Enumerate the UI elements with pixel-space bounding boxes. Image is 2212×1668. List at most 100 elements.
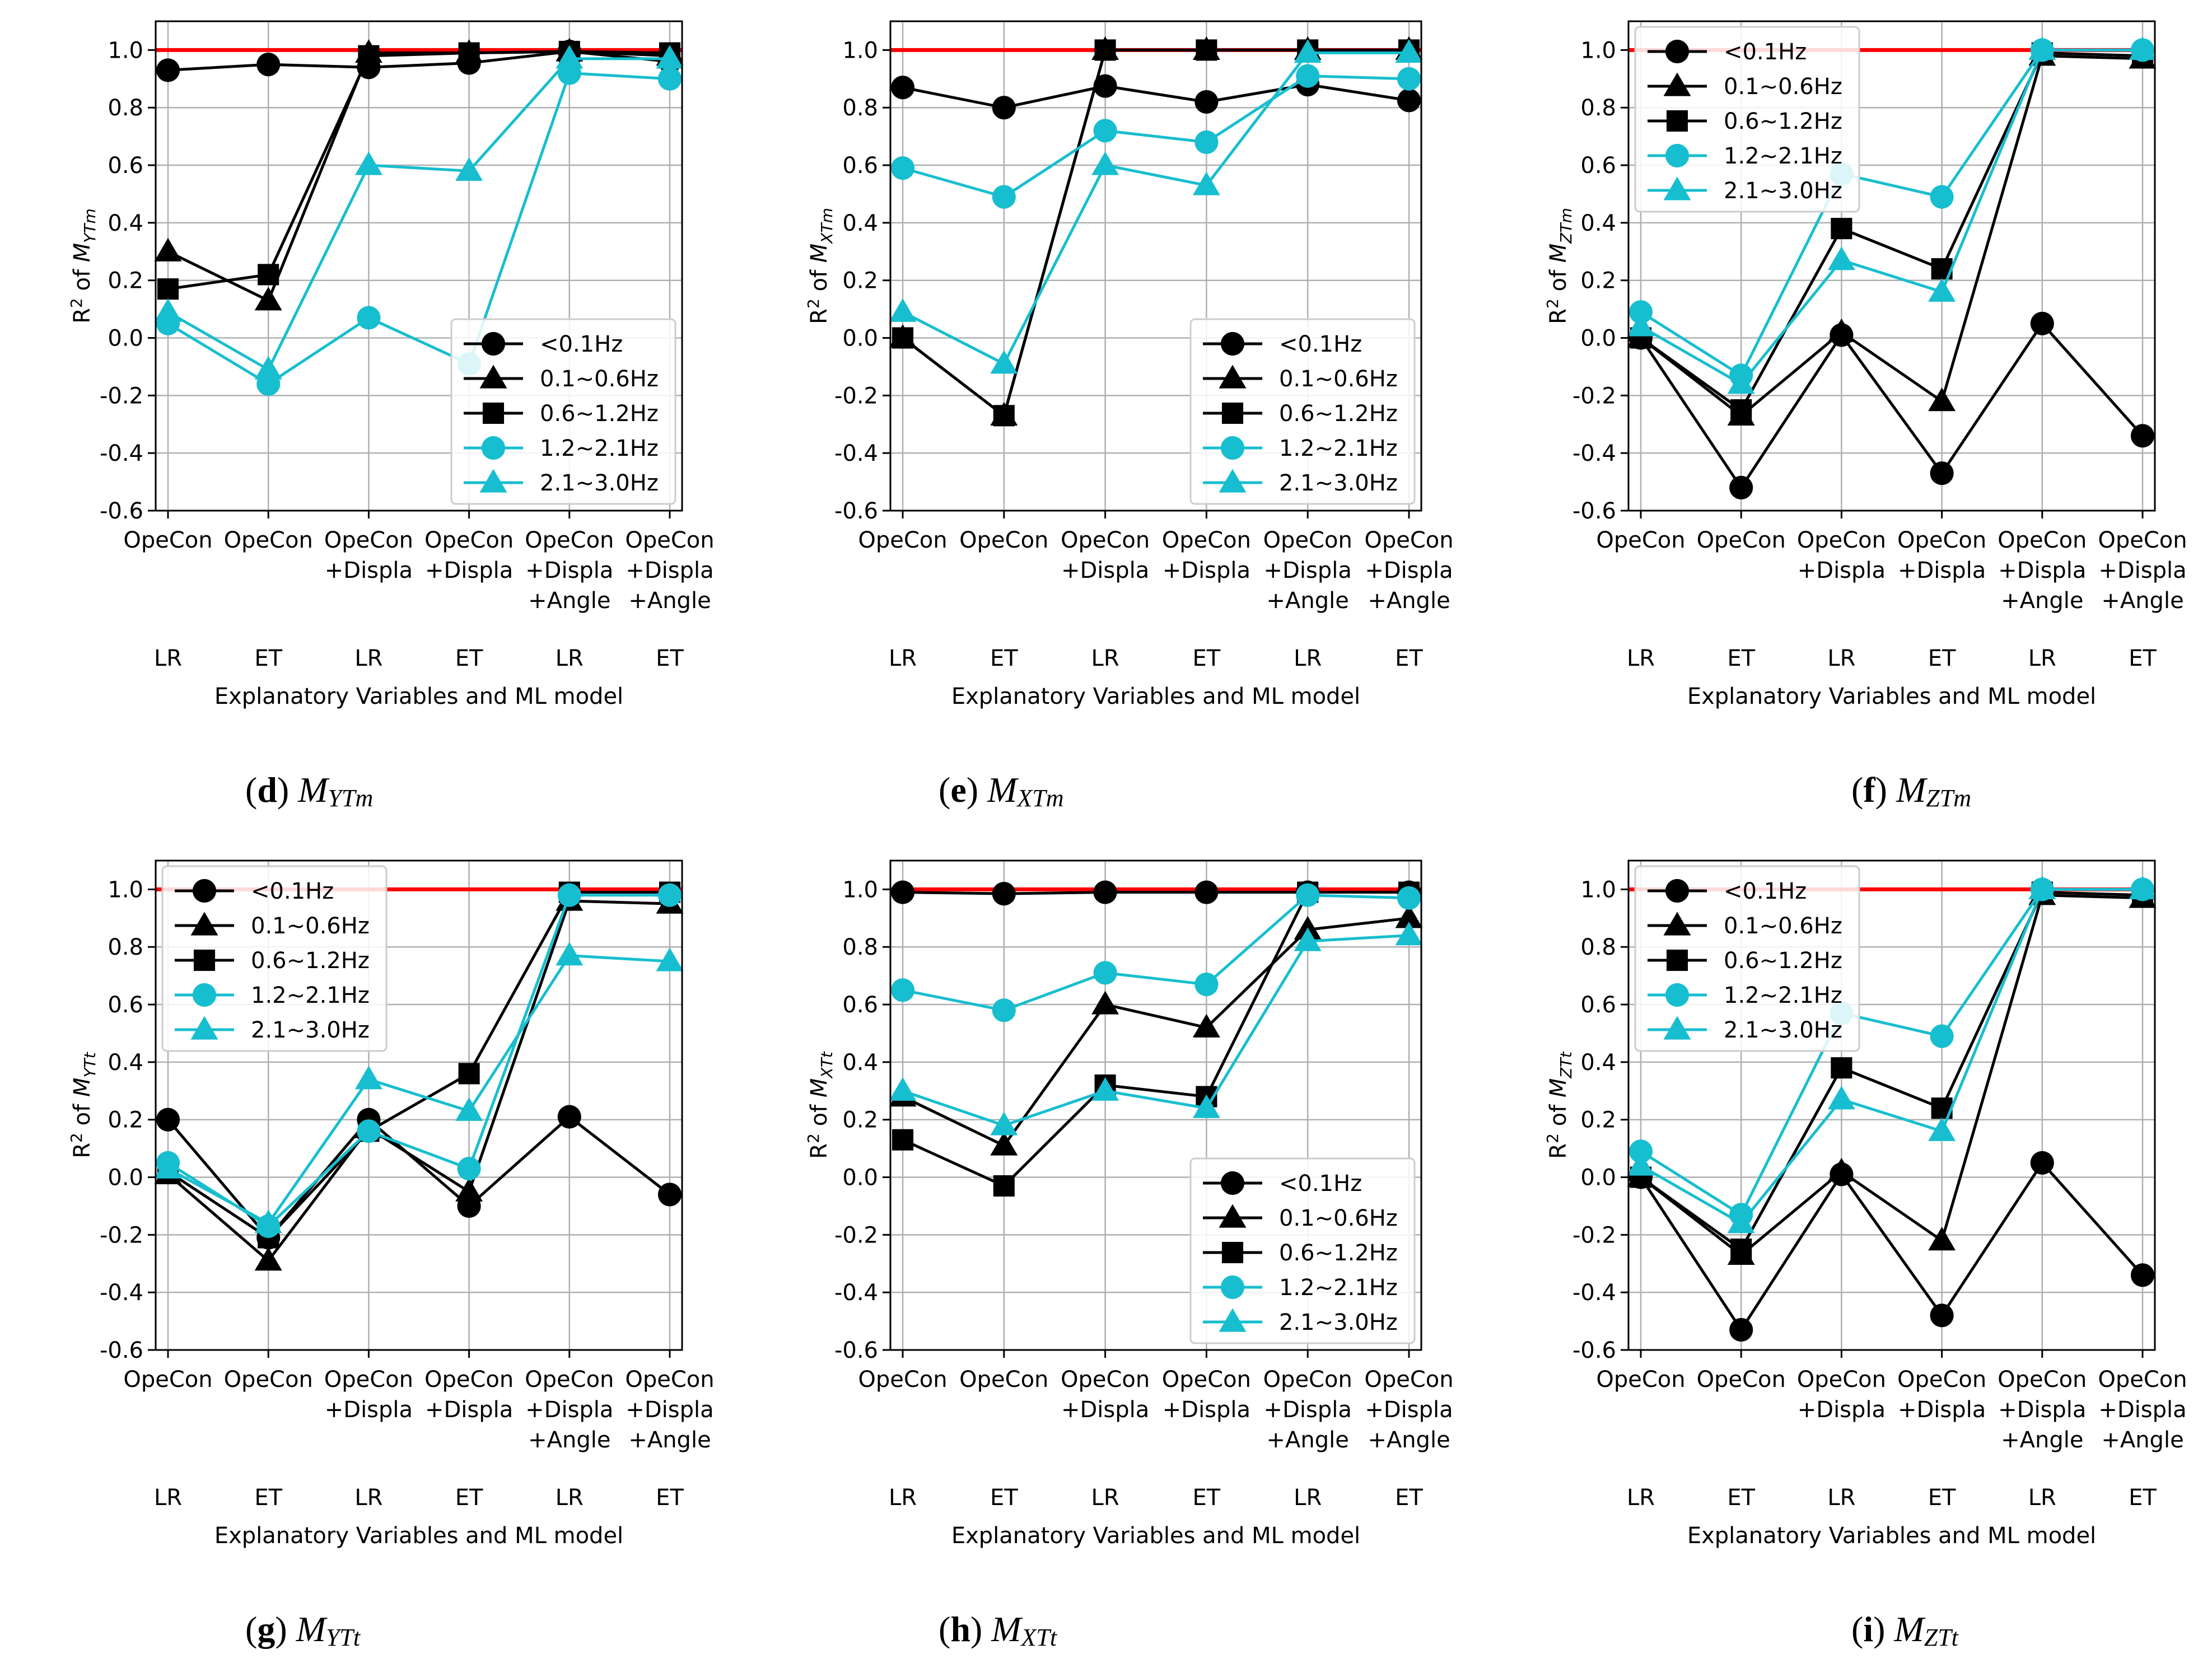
x-tick-label: +Angle <box>628 588 711 614</box>
legend: <0.1Hz 0.1~0.6Hz 0.6~1.2Hz 1.2~2.1Hz 2.1~3.0… <box>161 865 388 1052</box>
series-4 <box>889 39 1423 374</box>
series-line <box>902 891 1409 1188</box>
x-model-label: LR <box>556 1485 584 1511</box>
y-tick-label: 0.8 <box>1580 95 1616 121</box>
series-line <box>902 52 1409 366</box>
y-axis-label: R2 of MZTt <box>1543 1051 1575 1158</box>
x-tick-label: OpeCon <box>1364 527 1453 553</box>
y-tick-label: 0.8 <box>842 935 878 960</box>
x-tick-label: OpeCon <box>324 1367 413 1393</box>
data-point <box>557 1105 581 1129</box>
data-point <box>157 278 179 300</box>
data-point <box>1296 64 1320 88</box>
x-tick-label: +Displa <box>1798 1397 1886 1423</box>
series-4 <box>1627 875 2157 1234</box>
data-point <box>156 1108 180 1132</box>
x-tick-label: OpeCon <box>625 527 714 553</box>
y-tick-label: -0.6 <box>1572 498 1616 524</box>
y-tick-label: 0.6 <box>108 992 143 1018</box>
x-model-label: ET <box>1395 646 1423 671</box>
y-tick-label: 0.0 <box>1580 326 1616 352</box>
legend-marker <box>1665 879 1690 903</box>
x-tick-label: +Angle <box>1267 588 1349 614</box>
series-3 <box>890 64 1421 209</box>
data-point <box>990 1132 1018 1156</box>
data-point <box>657 883 682 907</box>
data-point <box>358 45 380 67</box>
legend-entry: <0.1Hz <box>1724 879 1807 904</box>
x-tick-label: OpeCon <box>424 527 514 553</box>
legend-marker <box>1220 331 1245 356</box>
legend-marker <box>1663 72 1691 96</box>
y-tick-label: -0.2 <box>834 1222 878 1248</box>
panel-caption: (d) MYTm <box>245 770 373 812</box>
legend-entry: 1.2~2.1Hz <box>1724 143 1842 169</box>
x-tick-label: OpeCon <box>1697 1367 1786 1393</box>
legend-marker <box>479 469 507 493</box>
chart-panel-h: -0.6 -0.4 -0.2 0.0 0.2 0.4 0.6 0.8 1.0 OpeCon LR Op… <box>804 859 1454 1651</box>
data-point <box>256 53 281 77</box>
x-model-label: LR <box>1827 1485 1855 1511</box>
data-point <box>1196 39 1217 61</box>
x-model-label: LR <box>154 1485 182 1511</box>
data-point <box>1194 880 1219 904</box>
series-line <box>902 48 1409 417</box>
data-point <box>1093 74 1117 98</box>
data-point <box>1091 990 1119 1015</box>
y-tick-label: -0.2 <box>100 1222 143 1248</box>
legend-entry: 1.2~2.1Hz <box>540 436 659 461</box>
legend-marker <box>1219 469 1247 493</box>
x-tick-label: +Displa <box>425 1397 513 1423</box>
legend: <0.1Hz 0.1~0.6Hz 0.6~1.2Hz 1.2~2.1Hz 2.1~3.0… <box>1189 1157 1416 1344</box>
data-point <box>2129 875 2157 900</box>
legend-marker <box>1219 1308 1247 1332</box>
series-line <box>1640 887 2143 1225</box>
legend-marker <box>1663 1016 1691 1040</box>
chart-panel-d: -0.6 -0.4 -0.2 0.0 0.2 0.4 0.6 0.8 1.0 OpeCon LR Op… <box>67 20 715 812</box>
series-line <box>1640 894 2143 1256</box>
series-line <box>167 1115 671 1239</box>
data-point <box>1294 39 1322 63</box>
legend-entry: 0.1~0.6Hz <box>540 366 659 392</box>
chart-panel-f: -0.6 -0.4 -0.2 0.0 0.2 0.4 0.6 0.8 1.0 OpeCon LR Op… <box>1543 20 2187 812</box>
y-axis-label: R2 of MZTm <box>1543 208 1575 324</box>
legend-marker <box>1220 436 1245 460</box>
data-point <box>357 1119 381 1143</box>
x-tick-label: +Displa <box>425 558 513 583</box>
legend: <0.1Hz 0.1~0.6Hz 0.6~1.2Hz 1.2~2.1Hz 2.1~3.0… <box>1189 318 1416 505</box>
data-point <box>154 237 182 261</box>
data-point <box>1930 461 1954 485</box>
legend-entry: 2.1~3.0Hz <box>1279 470 1398 496</box>
panel-caption: (i) MZTt <box>1851 1609 1959 1651</box>
x-model-label: LR <box>1627 1485 1655 1511</box>
data-point <box>1928 387 1956 412</box>
data-point <box>2028 36 2056 60</box>
x-tick-label: OpeCon <box>1596 1367 1685 1393</box>
legend-box <box>1634 26 1860 213</box>
x-model-label: ET <box>455 646 483 671</box>
legend-marker <box>1663 176 1691 200</box>
series-0 <box>1628 1151 2155 1342</box>
series-line <box>167 50 670 302</box>
x-model-label: LR <box>889 1485 917 1511</box>
series-line <box>167 57 670 371</box>
data-point <box>1194 130 1219 155</box>
legend-marker <box>1219 365 1247 389</box>
y-tick-label: 0.4 <box>108 1050 143 1076</box>
series-4 <box>889 922 1423 1136</box>
x-model-label: LR <box>154 646 182 671</box>
data-point <box>992 882 1016 906</box>
legend-entry: 0.1~0.6Hz <box>1724 913 1842 939</box>
y-tick-label: 1.0 <box>108 38 143 63</box>
legend-box <box>161 865 388 1052</box>
axes-frame <box>1627 859 2156 1351</box>
data-point <box>657 67 682 91</box>
x-tick-label: +Displa <box>626 1397 713 1423</box>
x-model-label: ET <box>1928 646 1956 671</box>
x-tick-label: OpeCon <box>1697 527 1786 553</box>
y-tick-label: 0.8 <box>842 95 878 121</box>
x-tick-label: OpeCon <box>1897 527 1986 553</box>
x-model-label: ET <box>1193 646 1221 671</box>
x-model-label: LR <box>354 646 382 671</box>
legend-marker <box>193 949 216 971</box>
